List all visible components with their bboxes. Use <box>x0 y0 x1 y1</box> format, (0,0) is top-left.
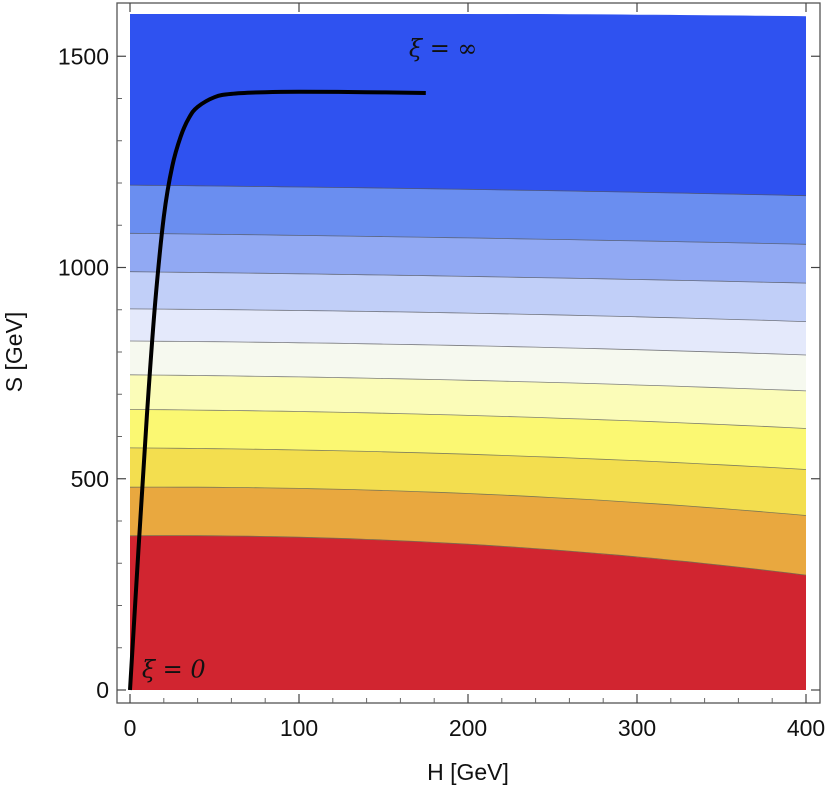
y-tick-label: 1500 <box>58 43 109 69</box>
x-tick-label: 400 <box>787 715 825 741</box>
contour-line-9 <box>130 232 806 245</box>
y-axis-label: S [GeV] <box>1 312 27 393</box>
x-axis-label: H [GeV] <box>427 759 509 785</box>
y-tick-label: 0 <box>96 677 109 703</box>
annotation-1: ξ = 0 <box>142 655 206 683</box>
contour-line-10 <box>130 184 806 197</box>
x-tick-label: 200 <box>449 715 487 741</box>
contour-line-4 <box>130 409 806 429</box>
annotations: ξ = ∞ ξ = 0 <box>142 34 478 683</box>
x-tick-label: 100 <box>280 715 318 741</box>
xi-curve <box>128 89 426 691</box>
y-tick-label: 500 <box>71 466 109 492</box>
contour-line-8 <box>130 271 806 284</box>
y-axis: 0 500 1000 1500 <box>58 43 820 703</box>
annotation-0: ξ = ∞ <box>409 34 478 62</box>
contour-line-1 <box>130 535 806 576</box>
y-tick-label: 1000 <box>58 255 109 281</box>
x-axis: 0 100 200 300 400 <box>124 3 825 741</box>
contour-line-3 <box>130 447 806 470</box>
contour-line-6 <box>130 340 806 356</box>
contour-line-5 <box>130 374 806 392</box>
contour-lines <box>130 184 806 576</box>
contour-line-7 <box>130 308 806 322</box>
contour-line-2 <box>130 486 806 516</box>
x-tick-label: 0 <box>124 715 137 741</box>
x-tick-label: 300 <box>618 715 656 741</box>
